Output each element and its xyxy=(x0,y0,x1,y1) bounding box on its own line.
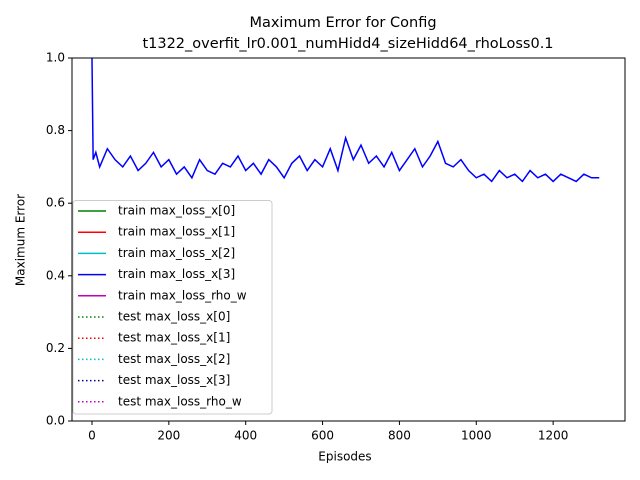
x-tick-label: 400 xyxy=(234,429,257,443)
chart-title: Maximum Error for Config xyxy=(249,15,436,31)
x-tick-label: 1200 xyxy=(538,429,569,443)
legend-label: test max_loss_x[2] xyxy=(118,352,230,366)
x-tick-label: 200 xyxy=(157,429,180,443)
y-tick-label: 0.6 xyxy=(46,196,65,210)
legend-label: train max_loss_rho_w xyxy=(118,288,247,302)
x-tick-label: 0 xyxy=(88,429,96,443)
legend-label: test max_loss_x[1] xyxy=(118,331,230,345)
y-tick-label: 0.0 xyxy=(46,414,65,428)
x-axis-label: Episodes xyxy=(318,450,371,464)
y-tick-label: 0.4 xyxy=(46,268,65,282)
legend-label: test max_loss_x[0] xyxy=(118,310,230,324)
y-tick-label: 0.2 xyxy=(46,341,65,355)
legend-label: train max_loss_x[3] xyxy=(118,267,235,281)
x-tick-label: 800 xyxy=(388,429,411,443)
y-tick-label: 1.0 xyxy=(46,51,65,65)
plot-frame xyxy=(71,57,626,422)
y-tick-label: 0.8 xyxy=(46,123,65,137)
y-axis-label: Maximum Error xyxy=(14,194,28,286)
legend-box xyxy=(72,200,273,415)
x-tick-label: 1000 xyxy=(461,429,492,443)
x-tick-label: 600 xyxy=(311,429,334,443)
legend-label: test max_loss_x[3] xyxy=(118,373,230,387)
chart-subtitle: t1322_overfit_lr0.001_numHidd4_sizeHidd6… xyxy=(142,36,553,52)
legend-label: train max_loss_x[0] xyxy=(118,204,235,218)
legend-label: train max_loss_x[1] xyxy=(118,225,235,239)
legend-label: train max_loss_x[2] xyxy=(118,246,235,260)
legend-label: test max_loss_rho_w xyxy=(118,394,242,408)
series-line xyxy=(91,57,600,183)
